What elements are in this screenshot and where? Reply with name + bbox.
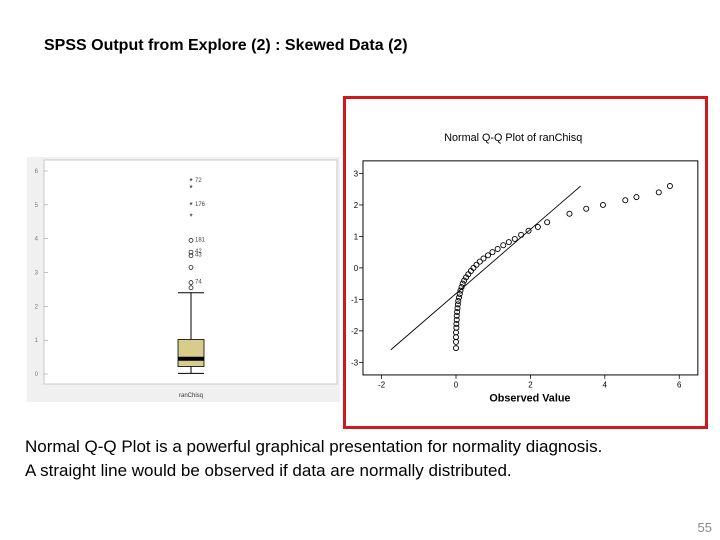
boxplot-extreme-outlier: * (189, 184, 192, 193)
qq-y-tick-label: 0 (354, 264, 359, 273)
qq-point (453, 312, 460, 319)
qq-point (633, 194, 640, 201)
boxplot-outlier (188, 285, 194, 291)
boxplot-extreme-outlier: * (189, 213, 192, 222)
boxplot-outlier-label: 181 (195, 237, 206, 243)
qq-point (470, 264, 477, 271)
slide-title: SPSS Output from Explore (2) : Skewed Da… (44, 37, 408, 54)
qq-plot-area (362, 160, 699, 376)
boxplot-box (177, 339, 205, 367)
caption-line-1: Normal Q-Q Plot is a powerful graphical … (25, 437, 603, 456)
boxplot-outlier-label: 72 (195, 178, 202, 184)
qq-x-tick-label: 0 (454, 381, 459, 390)
boxplot-outlier (188, 238, 194, 243)
qq-point (622, 197, 629, 204)
boxplot-outlier (188, 253, 194, 258)
qq-point (534, 223, 541, 230)
qq-x-tick-label: 6 (677, 381, 682, 390)
qq-y-tick-label: -1 (351, 295, 358, 304)
boxplot-y-tick-label: 5 (35, 203, 39, 209)
qq-point (518, 231, 525, 238)
boxplot-extreme-outlier: * (189, 201, 192, 210)
boxplot-y-tick-label: 1 (35, 338, 39, 344)
boxplot-y-tick-label: 4 (35, 237, 39, 243)
qq-point (655, 189, 662, 196)
qq-point (453, 345, 459, 352)
qq-y-tick-label: -2 (351, 327, 358, 336)
boxplot-outlier (188, 280, 194, 286)
qq-point (505, 239, 512, 246)
qq-x-axis-label: Observed Value (489, 392, 570, 404)
boxplot-y-tick-label: 2 (35, 304, 39, 310)
qq-point (583, 205, 590, 212)
boxplot-outlier-label: 74 (195, 280, 202, 286)
qq-y-tick-label: 2 (354, 201, 358, 210)
qq-point (525, 227, 532, 234)
boxplot-outlier-label: 43 (195, 253, 202, 259)
qq-point (453, 320, 460, 327)
boxplot-outlier (188, 249, 194, 255)
boxplot-outlier-label: 176 (195, 202, 206, 208)
boxplot-extreme-outlier: * (189, 177, 192, 186)
qq-point (511, 235, 518, 242)
qq-reference-line (390, 185, 581, 351)
qq-point (544, 219, 551, 226)
qq-point (599, 201, 606, 208)
qq-point (666, 183, 673, 190)
qq-x-tick-label: 4 (603, 381, 608, 390)
qq-point (473, 261, 480, 268)
qq-point (489, 249, 496, 256)
qq-plot-chart: Normal Q-Q Plot of ranChisq -2 0 2 4 6 3 2 1 0 -… (343, 96, 708, 429)
qq-point (454, 305, 461, 312)
qq-point (500, 242, 507, 249)
qq-y-tick-label: 1 (354, 232, 358, 241)
qq-point (494, 246, 501, 253)
qq-y-tick-label: 3 (354, 169, 359, 178)
boxplot-outlier (188, 265, 194, 270)
boxplot-category-label: ranChisq (179, 393, 203, 399)
page-number: 55 (697, 520, 712, 535)
qq-point (455, 294, 462, 301)
qq-point (456, 291, 463, 298)
qq-y-tick-label: -3 (351, 358, 359, 367)
qq-point (476, 258, 483, 265)
qq-point (454, 308, 461, 315)
qq-plot-title: Normal Q-Q Plot of ranChisq (444, 132, 582, 144)
qq-point (453, 316, 460, 323)
qq-point (453, 324, 460, 331)
qq-x-tick-label: 2 (528, 381, 532, 390)
qq-point (455, 297, 462, 304)
boxplot-outlier-label: 42 (195, 249, 202, 255)
caption-line-2: A straight line would be observed if dat… (25, 461, 512, 480)
qq-x-tick-label: -2 (378, 381, 385, 390)
qq-point (459, 280, 466, 287)
qq-point (458, 284, 465, 291)
boxplot-y-tick-label: 3 (35, 271, 39, 277)
qq-point (454, 301, 461, 308)
qq-point (484, 252, 491, 259)
qq-point (480, 255, 487, 262)
caption: Normal Q-Q Plot is a powerful graphical … (25, 435, 715, 483)
boxplot-y-tick-label: 6 (35, 169, 39, 175)
qq-point (457, 287, 464, 294)
qq-point (461, 277, 468, 284)
qq-point (566, 210, 573, 217)
boxplot-y-tick-label: 0 (35, 372, 39, 378)
